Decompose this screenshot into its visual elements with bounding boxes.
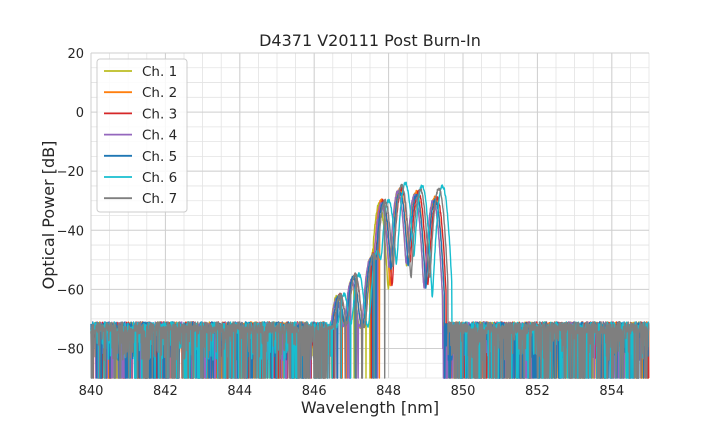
chart-title: D4371 V20111 Post Burn-In [259,31,481,50]
series-line-7 [90,183,650,379]
x-tick-label: 846 [302,384,327,399]
y-tick-label: 20 [67,47,84,62]
y-tick-label: −40 [57,224,84,239]
y-tick-label: −20 [57,165,84,180]
legend-label: Ch. 6 [142,170,177,186]
series-layer [90,181,650,379]
legend-label: Ch. 3 [142,106,177,122]
x-axis-label: Wavelength [nm] [301,398,439,417]
x-tick-label: 840 [79,384,104,399]
legend-box [96,58,188,213]
legend-label: Ch. 5 [142,149,177,165]
x-tick-label: 854 [599,384,624,399]
y-tick-label: 0 [76,106,84,121]
x-tick-label: 844 [227,384,252,399]
y-axis-label: Optical Power [dB] [39,141,58,290]
axis-ticks: 840 842 844 846 848 850 852 854 −80 −60 −40 −20 0 20 [57,47,625,399]
legend-label: Ch. 1 [142,64,177,80]
legend-label: Ch. 7 [142,191,177,207]
legend: Ch. 1 Ch. 2 Ch. 3 Ch. 4 Ch. 5 Ch. 6 Ch. 7 [96,58,188,213]
legend-label: Ch. 2 [142,85,177,101]
y-tick-label: −60 [57,283,84,298]
x-tick-label: 850 [451,384,476,399]
x-tick-label: 848 [376,384,401,399]
x-tick-label: 842 [153,384,178,399]
legend-label: Ch. 4 [142,128,177,144]
x-tick-label: 852 [525,384,550,399]
y-tick-label: −80 [57,342,84,357]
